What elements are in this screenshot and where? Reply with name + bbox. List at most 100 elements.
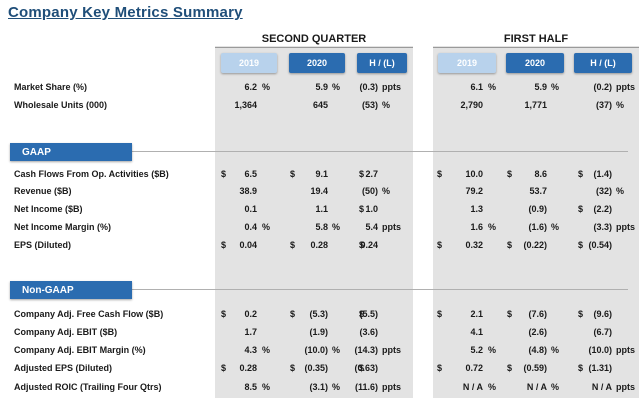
cell-value: 0.32 [465, 240, 483, 250]
cell-value: 38.9 [239, 186, 257, 196]
column-bg [215, 46, 413, 398]
currency-symbol: $ [507, 240, 513, 250]
cell-value: 19.4 [310, 186, 328, 196]
cell-value: 1.3 [470, 204, 483, 214]
cell-value: 0.04 [239, 240, 257, 250]
cell-unit: ppts [382, 345, 401, 355]
column-header-2019-h1: 2019 [438, 53, 496, 73]
section-divider [10, 151, 628, 152]
cell-value: (14.3) [354, 345, 378, 355]
row-label: Company Adj. Free Cash Flow ($B) [14, 309, 164, 319]
row-label: Company Adj. EBIT Margin (%) [14, 345, 146, 355]
currency-symbol: $ [507, 363, 513, 373]
row-label: EPS (Diluted) [14, 240, 72, 250]
cell-value: (5.3) [309, 309, 328, 319]
cell-unit: ppts [616, 222, 635, 232]
cell-value: (37) [595, 100, 612, 110]
cell-value: 5.4 [365, 222, 378, 232]
column-header-2020-q2: 2020 [289, 53, 345, 73]
cell-unit: % [551, 345, 560, 355]
cell-unit: ppts [616, 82, 635, 92]
group-underline [433, 47, 639, 48]
cell-value: 4.3 [244, 345, 257, 355]
table-row: EPS (Diluted) $0.04 $0.28 $0.24 $0.32 $ (0.22)… [0, 238, 641, 253]
cell-value: (9.6) [593, 309, 612, 319]
table-row: Cash Flows From Op. Activities ($B) $6.5 $… [0, 167, 641, 182]
table-row: Company Adj. Free Cash Flow ($B) $0.2 $ (5.… [0, 307, 641, 322]
cell-unit: % [262, 345, 271, 355]
cell-value: (53) [361, 100, 378, 110]
column-header-2020-h1: 2020 [506, 53, 564, 73]
currency-symbol: $ [507, 309, 513, 319]
currency-symbol: $ [359, 204, 365, 214]
cell-unit: % [488, 222, 497, 232]
currency-symbol: $ [437, 309, 443, 319]
currency-symbol: $ [290, 169, 296, 179]
cell-value: (3.3) [593, 222, 612, 232]
cell-value: 6.2 [244, 82, 257, 92]
table-row: Company Adj. EBIT ($B) 1.7 (1.9) (3.6) 4.1 (2… [0, 325, 641, 340]
row-label: Revenue ($B) [14, 186, 72, 196]
cell-value: 1,364 [234, 100, 257, 110]
currency-symbol: $ [507, 169, 513, 179]
table-row: Company Adj. EBIT Margin (%) 4.3% (10.0)% (… [0, 343, 641, 358]
cell-unit: % [382, 100, 391, 110]
page-title: Company Key Metrics Summary [8, 4, 243, 21]
cell-value: (11.6) [354, 382, 378, 392]
cell-unit: % [332, 82, 341, 92]
row-label: Adjusted ROIC (Trailing Four Qtrs) [14, 382, 162, 392]
row-label: Net Income ($B) [14, 204, 83, 214]
currency-symbol: $ [578, 204, 584, 214]
column-bg [433, 46, 639, 398]
cell-unit: ppts [616, 345, 635, 355]
cell-value: (2.2) [593, 204, 612, 214]
cell-value: 6.5 [244, 169, 257, 179]
currency-symbol: $ [221, 363, 227, 373]
cell-value: 6.1 [470, 82, 483, 92]
cell-value: (7.6) [528, 309, 547, 319]
group-underline [215, 47, 413, 48]
cell-value: (0.54) [588, 240, 612, 250]
cell-unit: ppts [382, 222, 401, 232]
currency-symbol: $ [290, 309, 296, 319]
cell-value: (32) [595, 186, 612, 196]
currency-symbol: $ [221, 169, 227, 179]
table-row: Market Share (%) 6.2% 5.9% (0.3) ppts 6.1% 5.9… [0, 80, 641, 95]
cell-value: 5.9 [315, 82, 328, 92]
row-label: Net Income Margin (%) [14, 222, 112, 232]
cell-value: (6.7) [593, 327, 612, 337]
currency-symbol: $ [578, 169, 584, 179]
cell-unit: % [332, 382, 341, 392]
cell-value: 0.28 [239, 363, 257, 373]
table-row: Net Income Margin (%) 0.4% 5.8% 5.4 ppts 1.6%… [0, 220, 641, 235]
cell-value: 5.2 [470, 345, 483, 355]
cell-value: 0.72 [465, 363, 483, 373]
cell-value: 1.0 [365, 204, 378, 214]
currency-symbol: $ [578, 309, 584, 319]
cell-value: 9.1 [315, 169, 328, 179]
row-label: Market Share (%) [14, 82, 88, 92]
table-row: Adjusted ROIC (Trailing Four Qtrs) 8.5% (3… [0, 380, 641, 395]
cell-value: (1.6) [528, 222, 547, 232]
cell-value: 5.9 [534, 82, 547, 92]
table-row: Net Income ($B) 0.1 1.1 $1.0 1.3 (0.9) $ (2.2) [0, 202, 641, 217]
cell-value: 0.28 [310, 240, 328, 250]
cell-value: 8.5 [244, 382, 257, 392]
column-header-2019-q2: 2019 [221, 53, 277, 73]
column-header-hl-h1: H / (L) [574, 53, 632, 73]
cell-unit: % [488, 82, 497, 92]
cell-value: 0.1 [244, 204, 257, 214]
cell-value: 2.7 [365, 169, 378, 179]
row-label: Wholesale Units (000) [14, 100, 108, 110]
cell-value: 4.1 [470, 327, 483, 337]
currency-symbol: $ [359, 363, 365, 373]
currency-symbol: $ [290, 363, 296, 373]
cell-value: N / A [462, 382, 483, 392]
cell-value: 1,771 [524, 100, 547, 110]
cell-value: 8.6 [534, 169, 547, 179]
cell-unit: ppts [382, 82, 401, 92]
cell-value: (1.9) [309, 327, 328, 337]
cell-value: 0.2 [244, 309, 257, 319]
cell-value: (0.3) [359, 82, 378, 92]
cell-value: 1.6 [470, 222, 483, 232]
